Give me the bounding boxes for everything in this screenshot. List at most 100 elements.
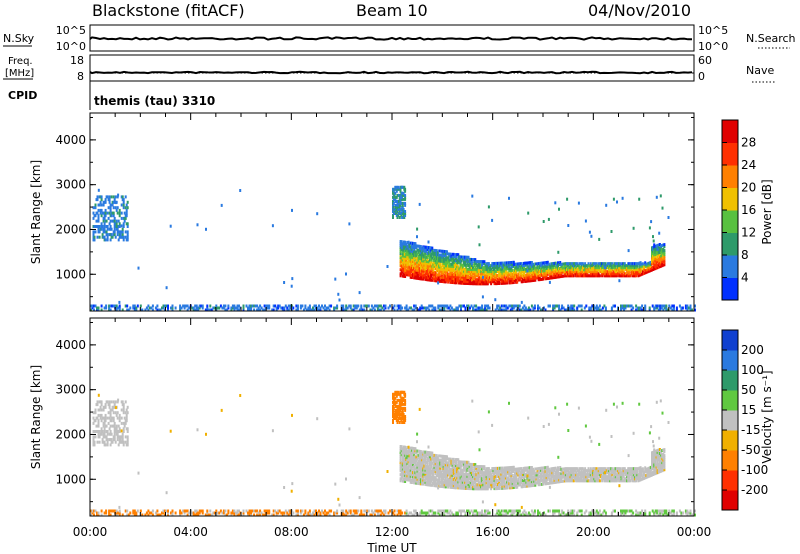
power-cell: [545, 263, 548, 266]
power-cell: [470, 278, 473, 282]
power-cell: [418, 261, 421, 264]
velocity-cell: [435, 454, 438, 458]
power-cell: [481, 306, 484, 310]
velocity-cell: [525, 482, 528, 486]
velocity-cell: [444, 479, 447, 483]
velocity-cell: [489, 471, 491, 475]
power-cell: [459, 259, 462, 263]
power-cell: [496, 282, 499, 285]
velocity-cell: [431, 483, 434, 487]
power-cell: [361, 308, 364, 312]
power-cell: [645, 264, 648, 268]
velocity-cell: [405, 458, 408, 461]
velocity-cell: [501, 482, 504, 486]
power-cell: [460, 308, 462, 312]
power-cell: [399, 252, 402, 256]
velocity-cell: [550, 479, 553, 483]
power-cell: [427, 252, 430, 256]
power-cell: [636, 272, 639, 276]
velocity-cell: [468, 473, 471, 476]
power-cell: [648, 265, 651, 269]
power-cell: [535, 266, 538, 270]
velocity-cell: [418, 466, 421, 469]
velocity-cell: [439, 484, 442, 488]
velocity-cell: [421, 454, 424, 458]
velocity-cell: [439, 474, 442, 478]
power-cell: [265, 304, 268, 308]
velocity-cell: [541, 468, 544, 472]
power-cell: [489, 270, 491, 274]
velocity-cell: [402, 463, 405, 467]
power-cell: [577, 264, 580, 268]
power-cell: [606, 270, 609, 274]
power-cell: [442, 268, 445, 272]
velocity-cell: [402, 459, 405, 463]
velocity-cell: [460, 480, 463, 484]
power-cell: [469, 257, 472, 261]
power-cell: [526, 265, 529, 269]
power-cell: [598, 274, 601, 278]
velocity-cell: [433, 461, 436, 465]
power-cell: [519, 276, 522, 280]
power-cell: [444, 252, 447, 256]
velocity-cell: [572, 469, 575, 473]
power-cell: [639, 273, 642, 277]
velocity-cell: [476, 485, 479, 489]
power-cell: [435, 259, 438, 263]
power-cell: [647, 263, 650, 267]
velocity-cell: [493, 483, 496, 487]
power-cell: [597, 308, 600, 312]
power-cell: [547, 276, 550, 280]
power-cell: [405, 255, 408, 258]
power-cell: [452, 269, 455, 272]
power-cell: [619, 274, 622, 278]
velocity-cell: [433, 453, 436, 457]
velocity-cell: [421, 480, 424, 484]
velocity-cell: [465, 462, 468, 466]
power-cell: [472, 278, 474, 282]
power-cell: [487, 268, 490, 272]
velocity-cell: [458, 484, 461, 488]
power-cell: [461, 269, 464, 273]
nave-tick-bottom: 0: [698, 70, 705, 83]
power-cell: [464, 259, 467, 263]
power-cell: [90, 304, 92, 308]
power-cell: [601, 274, 604, 278]
power-cell: [438, 259, 441, 263]
power-cell: [533, 278, 536, 282]
power-cell: [483, 274, 486, 278]
power-cell: [461, 263, 464, 267]
power-cell: [573, 304, 576, 308]
power-cell: [452, 260, 455, 264]
power-cell: [638, 306, 641, 310]
velocity-cell: [441, 462, 444, 466]
velocity-cell: [481, 465, 484, 469]
power-cell: [474, 274, 477, 278]
power-cell: [652, 249, 655, 253]
power-cell: [110, 227, 113, 231]
power-cell: [623, 264, 626, 268]
power-cell: [637, 262, 640, 266]
power-cell: [416, 270, 419, 274]
power-cell: [421, 265, 424, 269]
power-cell: [401, 206, 404, 209]
power-cell: [451, 279, 454, 282]
power-cell: [684, 304, 687, 308]
velocity-cell: [430, 471, 433, 475]
power-cell: [438, 304, 441, 308]
power-cell: [524, 267, 527, 271]
velocity-cell: [399, 451, 402, 454]
power-cell: [405, 257, 408, 260]
power-cell: [568, 268, 571, 272]
power-cell: [506, 263, 508, 267]
power-cell: [401, 274, 404, 278]
power-cell: [452, 265, 455, 268]
power-cell: [550, 272, 553, 276]
velocity-cell: [557, 472, 559, 476]
power-cell: [488, 306, 491, 310]
power-cell: [491, 278, 494, 282]
velocity-cell: [419, 462, 422, 466]
velocity-cell: [496, 487, 499, 490]
velocity-cell: [567, 473, 570, 477]
